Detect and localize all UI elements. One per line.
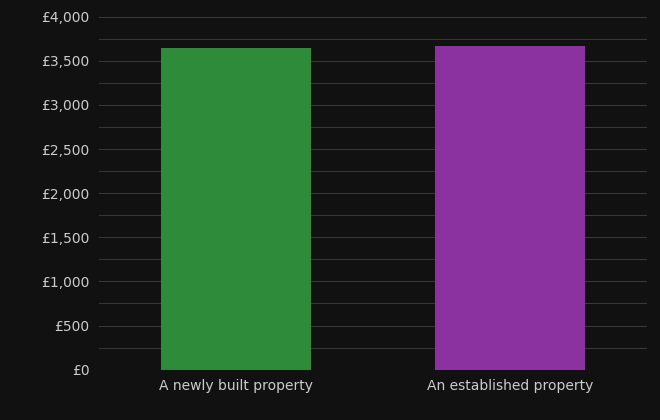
Bar <box>160 47 312 370</box>
Bar <box>434 46 585 370</box>
